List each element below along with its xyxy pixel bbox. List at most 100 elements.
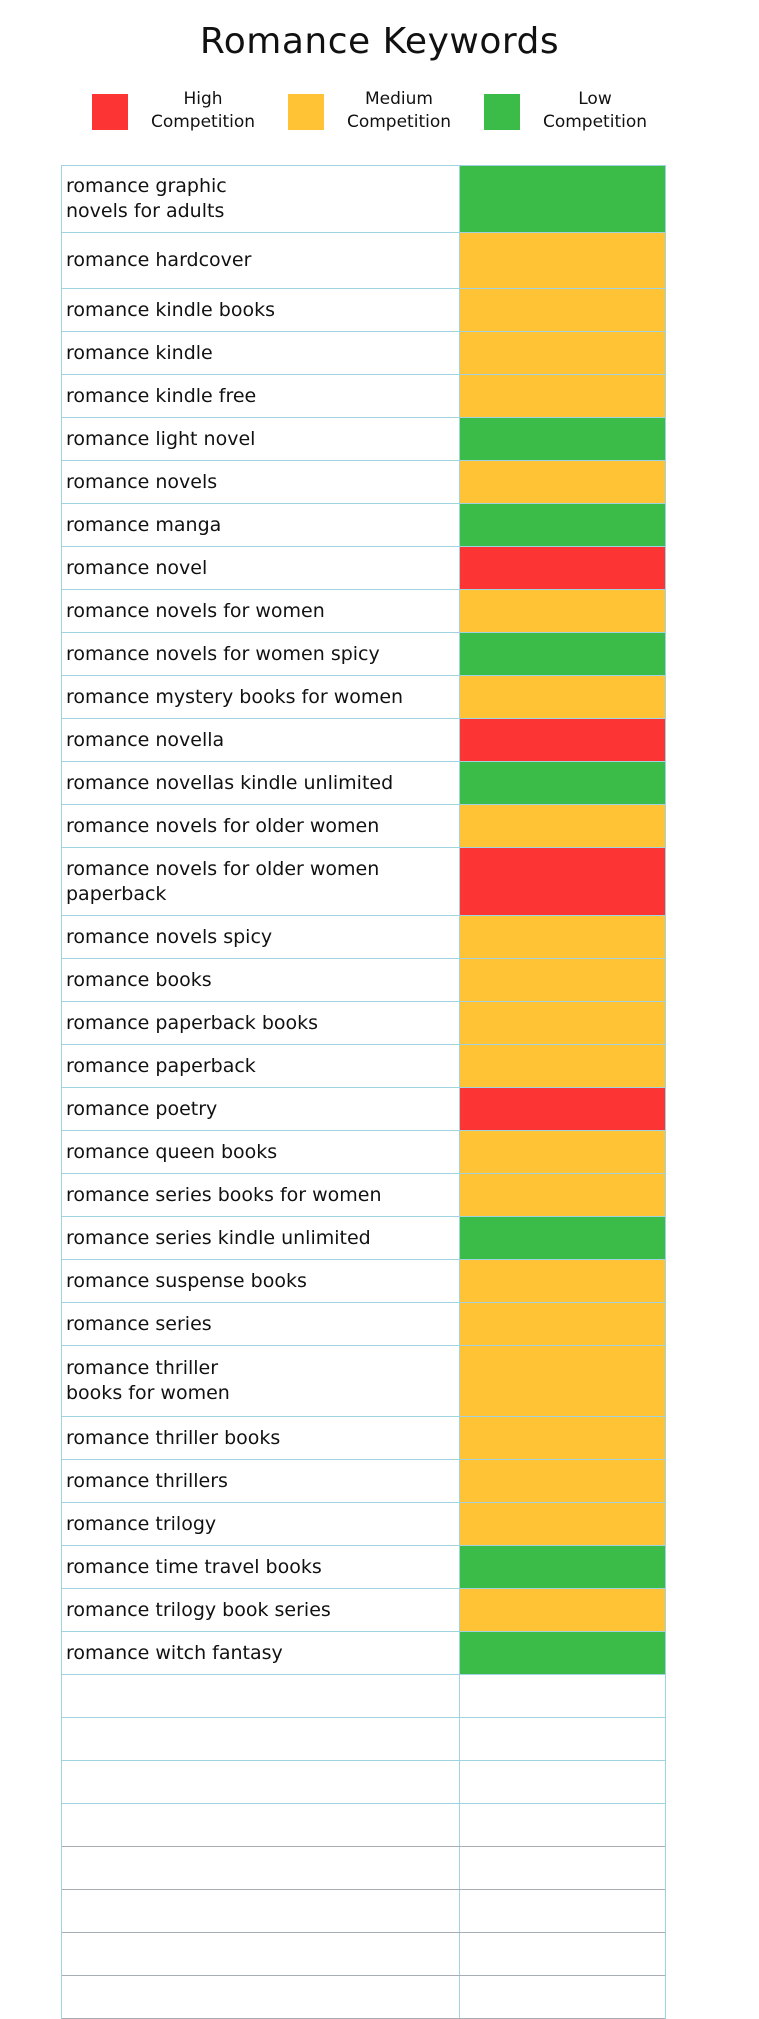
competition-cell [460,1217,665,1259]
competition-cell [460,1546,665,1588]
competition-cell [460,1045,665,1087]
legend-swatch-medium [288,94,324,130]
table-row: romance manga [62,504,665,547]
legend-swatch-high [92,94,128,130]
keyword-cell [62,1804,460,1846]
competition-cell [460,504,665,546]
keyword-cell [62,1718,460,1760]
table-row: romance paperback books [62,1002,665,1045]
keyword-cell: romance novels [62,461,460,503]
table-row: romance kindle free [62,375,665,418]
competition-cell [460,1761,665,1803]
page-title: Romance Keywords [199,21,560,62]
empty-table-row [62,1761,665,1804]
table-row: romance kindle [62,332,665,375]
competition-cell [460,676,665,718]
table-row: romance queen books [62,1131,665,1174]
empty-table-row [62,1890,665,1933]
keyword-cell [62,1761,460,1803]
keyword-cell: romance novella [62,719,460,761]
keyword-cell: romance light novel [62,418,460,460]
competition-cell [460,1632,665,1674]
keyword-cell: romance novel [62,547,460,589]
keyword-cell: romance queen books [62,1131,460,1173]
table-row: romance paperback [62,1045,665,1088]
keyword-cell [62,1890,460,1932]
keyword-table: romance graphic novels for adults romance… [61,165,666,2019]
empty-table-row [62,1675,665,1718]
keyword-cell: romance series kindle unlimited [62,1217,460,1259]
keyword-cell [62,1675,460,1717]
competition-cell [460,1933,665,1975]
keyword-cell: romance kindle books [62,289,460,331]
legend-label-high: High Competition [150,89,256,132]
keyword-cell: romance novellas kindle unlimited [62,762,460,804]
competition-cell [460,418,665,460]
table-row: romance thriller books [62,1417,665,1460]
table-row: romance novels spicy [62,916,665,959]
table-row: romance series [62,1303,665,1346]
keyword-cell: romance novels for older women paperback [62,848,460,915]
competition-cell [460,1976,665,2018]
table-row: romance hardcover [62,233,665,289]
table-row: romance novels for women [62,590,665,633]
keyword-cell: romance manga [62,504,460,546]
competition-cell [460,762,665,804]
keyword-cell: romance trilogy book series [62,1589,460,1631]
empty-table-row [62,1976,665,2019]
keyword-cell: romance series [62,1303,460,1345]
keyword-cell: romance paperback books [62,1002,460,1044]
competition-cell [460,1260,665,1302]
competition-cell [460,590,665,632]
table-row: romance novels [62,461,665,504]
competition-cell [460,547,665,589]
competition-cell [460,916,665,958]
keyword-cell: romance kindle [62,332,460,374]
keyword-cell: romance poetry [62,1088,460,1130]
keyword-cell: romance novels for women [62,590,460,632]
competition-cell [460,1088,665,1130]
competition-cell [460,719,665,761]
keyword-cell: romance mystery books for women [62,676,460,718]
table-row: romance books [62,959,665,1002]
keyword-cell: romance novels spicy [62,916,460,958]
keyword-cell: romance thriller books for women [62,1346,460,1416]
competition-cell [460,1346,665,1416]
competition-cell [460,1718,665,1760]
table-row: romance mystery books for women [62,676,665,719]
keyword-cell: romance witch fantasy [62,1632,460,1674]
table-row: romance light novel [62,418,665,461]
table-row: romance graphic novels for adults [62,166,665,233]
keyword-cell [62,1976,460,2018]
legend-item-high: High Competition [92,88,282,138]
competition-cell [460,1002,665,1044]
keyword-cell: romance series books for women [62,1174,460,1216]
table-row: romance thriller books for women [62,1346,665,1417]
keyword-cell: romance kindle free [62,375,460,417]
competition-cell [460,1460,665,1502]
competition-cell [460,1303,665,1345]
table-row: romance suspense books [62,1260,665,1303]
table-row: romance novel [62,547,665,590]
competition-cell [460,233,665,288]
keyword-cell: romance thrillers [62,1460,460,1502]
keyword-cell: romance books [62,959,460,1001]
competition-cell [460,1847,665,1889]
table-row: romance poetry [62,1088,665,1131]
table-row: romance trilogy book series [62,1589,665,1632]
table-row: romance novels for women spicy [62,633,665,676]
legend-swatch-low [484,94,520,130]
competition-cell [460,633,665,675]
competition-cell [460,848,665,915]
legend-label-medium: Medium Competition [346,89,452,132]
competition-cell [460,461,665,503]
competition-cell [460,289,665,331]
table-row: romance time travel books [62,1546,665,1589]
keyword-cell: romance graphic novels for adults [62,166,460,232]
table-row: romance trilogy [62,1503,665,1546]
competition-cell [460,375,665,417]
competition-cell [460,1589,665,1631]
keyword-cell [62,1847,460,1889]
table-row: romance novellas kindle unlimited [62,762,665,805]
legend-item-medium: Medium Competition [288,88,478,138]
